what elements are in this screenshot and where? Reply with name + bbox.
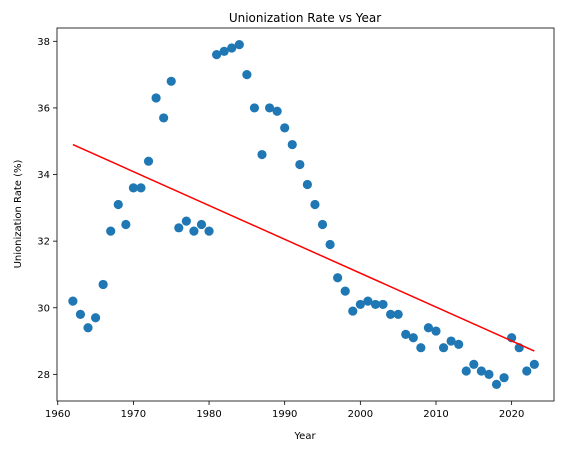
y-tick-label: 30	[37, 303, 50, 314]
data-point	[219, 46, 229, 56]
data-point	[68, 296, 78, 306]
y-tick-label: 28	[37, 370, 50, 381]
data-point	[333, 273, 343, 283]
data-point	[189, 226, 199, 236]
data-point	[227, 43, 237, 53]
data-point	[295, 159, 305, 170]
data-point	[317, 219, 328, 230]
data-point	[264, 103, 275, 113]
data-point	[423, 323, 434, 333]
trend-line	[72, 143, 535, 352]
y-axis-ticks: 28 30 32 34 36 38	[37, 37, 57, 381]
data-point	[522, 366, 532, 376]
data-point	[136, 183, 146, 193]
data-point	[348, 306, 358, 316]
data-point	[484, 369, 494, 379]
data-point	[75, 309, 86, 320]
data-point	[181, 216, 191, 226]
x-axis-title: Year	[293, 431, 316, 442]
data-point	[159, 113, 169, 123]
x-tick-label: 1980	[196, 409, 221, 420]
x-tick-label: 2000	[348, 409, 373, 420]
data-point	[310, 199, 320, 210]
trend-line-layer	[72, 143, 535, 352]
x-tick-label: 1970	[121, 409, 146, 420]
data-point	[325, 239, 335, 250]
data-point	[174, 223, 184, 233]
data-point	[113, 199, 123, 210]
data-point	[287, 139, 297, 150]
data-point	[386, 309, 396, 320]
data-point	[204, 226, 214, 236]
data-point	[280, 123, 290, 133]
data-point	[234, 40, 244, 50]
data-point	[98, 279, 108, 290]
data-point	[340, 286, 350, 296]
y-axis-title: Unionization Rate (%)	[13, 160, 24, 269]
data-point	[370, 299, 381, 310]
data-points	[68, 40, 539, 389]
data-point	[272, 106, 282, 116]
data-point	[363, 296, 373, 306]
chart-title: Unionization Rate vs Year	[229, 11, 381, 25]
data-point	[166, 76, 176, 86]
x-tick-label: 2010	[423, 409, 448, 420]
data-point	[121, 219, 131, 230]
y-tick-label: 34	[37, 170, 50, 181]
data-point	[257, 149, 267, 160]
x-axis-ticks: 1960 1970 1980 1990 2000 2010 2020	[45, 401, 524, 420]
data-point	[499, 373, 509, 383]
data-point	[106, 226, 116, 236]
data-point	[401, 329, 411, 339]
data-point	[476, 366, 486, 376]
data-point	[143, 156, 154, 166]
data-point	[431, 326, 441, 336]
data-point	[212, 50, 222, 60]
y-tick-label: 36	[37, 103, 50, 114]
data-point	[393, 309, 403, 320]
y-tick-label: 32	[37, 237, 50, 248]
data-point	[196, 219, 207, 230]
data-point	[491, 379, 502, 389]
data-point	[461, 366, 471, 376]
x-tick-label: 1960	[45, 409, 70, 420]
y-tick-label: 38	[37, 37, 50, 48]
data-point	[438, 343, 449, 353]
data-point	[151, 93, 161, 103]
data-point	[302, 179, 312, 190]
data-point	[242, 70, 252, 80]
data-point	[529, 359, 539, 369]
data-point	[355, 299, 365, 310]
data-point	[469, 359, 479, 369]
x-tick-label: 1990	[272, 409, 297, 420]
data-point	[454, 339, 464, 349]
data-point	[378, 299, 388, 310]
data-point	[90, 313, 101, 323]
data-point	[249, 103, 260, 113]
data-point	[416, 343, 426, 353]
data-point	[408, 333, 418, 343]
data-point	[446, 336, 456, 346]
plot-frame	[56, 27, 555, 402]
data-point	[128, 183, 138, 193]
data-point	[83, 323, 93, 333]
x-tick-label: 2020	[499, 409, 524, 420]
